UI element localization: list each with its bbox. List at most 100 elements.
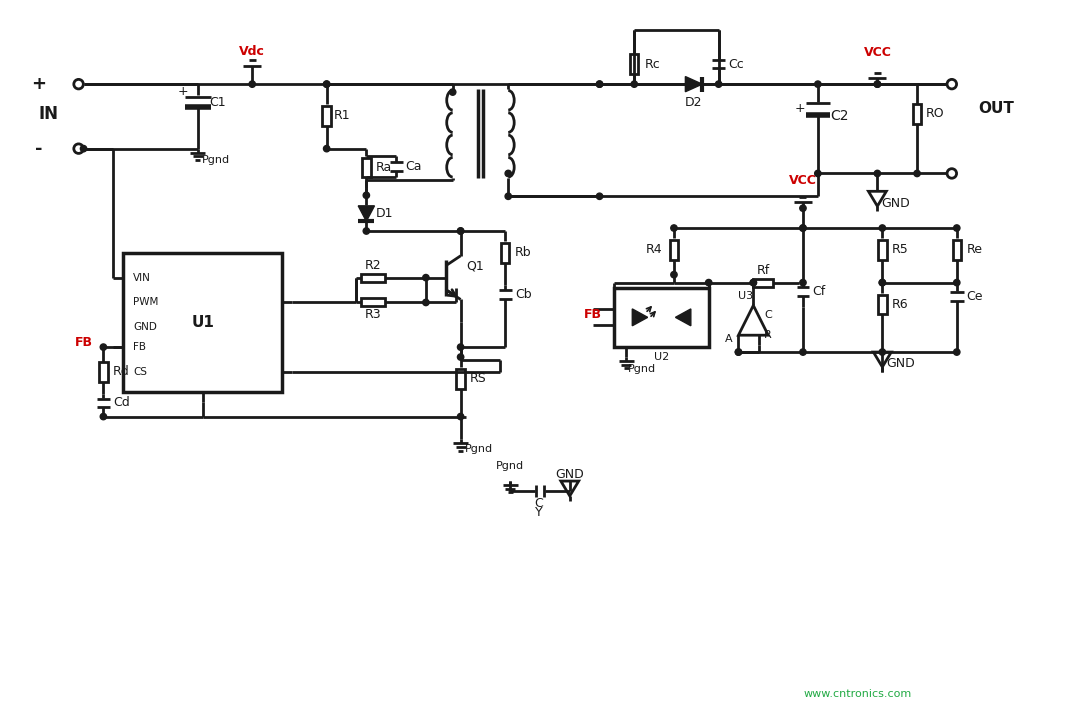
- Text: Pgnd: Pgnd: [496, 461, 524, 471]
- Bar: [362, 298, 386, 306]
- Circle shape: [596, 81, 603, 87]
- Text: U1: U1: [191, 315, 214, 330]
- Text: Cd: Cd: [113, 396, 130, 409]
- Bar: [630, 54, 638, 74]
- Circle shape: [505, 193, 512, 199]
- Bar: [362, 157, 370, 178]
- Text: +: +: [31, 75, 46, 93]
- Text: Pgnd: Pgnd: [629, 364, 657, 374]
- Circle shape: [458, 414, 463, 419]
- Text: R2: R2: [365, 259, 381, 272]
- Text: R: R: [765, 330, 772, 340]
- Text: +: +: [795, 103, 806, 116]
- Text: Cc: Cc: [729, 58, 744, 71]
- Text: Ce: Ce: [967, 290, 983, 303]
- Text: IN: IN: [39, 105, 58, 123]
- Text: PWM: PWM: [133, 297, 159, 308]
- Circle shape: [735, 349, 742, 355]
- Text: A: A: [725, 334, 732, 344]
- Circle shape: [249, 81, 255, 87]
- Circle shape: [458, 228, 463, 234]
- Text: C: C: [535, 497, 543, 510]
- Circle shape: [324, 81, 329, 87]
- Text: VCC: VCC: [863, 46, 891, 59]
- Circle shape: [363, 228, 369, 234]
- Polygon shape: [675, 309, 691, 326]
- Text: Y: Y: [536, 506, 543, 519]
- Bar: [953, 240, 961, 260]
- Circle shape: [914, 170, 920, 177]
- Circle shape: [100, 414, 107, 419]
- Polygon shape: [359, 206, 375, 221]
- Bar: [878, 295, 887, 314]
- Bar: [878, 240, 887, 260]
- Text: RO: RO: [926, 108, 944, 121]
- Circle shape: [814, 170, 821, 177]
- Text: Cf: Cf: [812, 285, 825, 298]
- Text: GND: GND: [555, 468, 584, 481]
- Circle shape: [735, 349, 742, 355]
- Text: +: +: [177, 84, 188, 97]
- Circle shape: [874, 170, 880, 177]
- Text: FB: FB: [75, 336, 93, 349]
- Circle shape: [449, 89, 456, 95]
- Text: Pgnd: Pgnd: [464, 444, 492, 454]
- Text: C: C: [765, 310, 772, 321]
- Text: FB: FB: [133, 342, 146, 352]
- Text: VCC: VCC: [789, 174, 816, 187]
- Text: GND: GND: [133, 322, 157, 332]
- Text: Ra: Ra: [376, 161, 392, 174]
- Text: R4: R4: [646, 243, 662, 256]
- Circle shape: [874, 81, 880, 87]
- Circle shape: [874, 81, 880, 87]
- Circle shape: [800, 205, 806, 212]
- Circle shape: [324, 145, 329, 152]
- Circle shape: [751, 279, 756, 286]
- Text: C1: C1: [210, 95, 226, 108]
- Text: -: -: [36, 139, 42, 157]
- Text: GND: GND: [881, 196, 909, 209]
- Circle shape: [954, 225, 960, 231]
- Bar: [754, 279, 773, 287]
- Circle shape: [947, 169, 957, 178]
- Text: Cb: Cb: [515, 288, 531, 301]
- Circle shape: [631, 81, 637, 87]
- Circle shape: [705, 279, 712, 286]
- Circle shape: [800, 225, 806, 231]
- Circle shape: [505, 170, 512, 177]
- Bar: [99, 362, 108, 382]
- Bar: [123, 253, 282, 392]
- Bar: [457, 369, 464, 388]
- Text: Rc: Rc: [645, 58, 660, 71]
- Text: Ca: Ca: [406, 160, 422, 173]
- Circle shape: [80, 145, 86, 152]
- Text: U2: U2: [653, 352, 670, 362]
- Circle shape: [954, 279, 960, 286]
- Text: R5: R5: [892, 243, 908, 256]
- Text: Q1: Q1: [467, 259, 484, 272]
- Circle shape: [751, 279, 756, 286]
- Circle shape: [422, 274, 429, 281]
- Circle shape: [800, 225, 806, 231]
- Text: Pgnd: Pgnd: [202, 155, 230, 165]
- Polygon shape: [632, 309, 648, 326]
- Circle shape: [879, 225, 886, 231]
- Text: OUT: OUT: [978, 102, 1014, 116]
- Text: RS: RS: [470, 373, 487, 386]
- Circle shape: [671, 225, 677, 231]
- Circle shape: [715, 81, 721, 87]
- Circle shape: [73, 79, 83, 89]
- Circle shape: [422, 300, 429, 305]
- Text: Rb: Rb: [515, 246, 531, 259]
- Circle shape: [73, 144, 83, 153]
- Text: Rf: Rf: [757, 264, 770, 277]
- Circle shape: [800, 279, 806, 286]
- Text: Rd: Rd: [113, 365, 130, 378]
- Circle shape: [324, 81, 329, 87]
- Circle shape: [596, 81, 603, 87]
- Bar: [615, 287, 708, 347]
- Circle shape: [671, 271, 677, 278]
- Circle shape: [800, 349, 806, 355]
- Circle shape: [879, 279, 886, 286]
- Circle shape: [879, 279, 886, 286]
